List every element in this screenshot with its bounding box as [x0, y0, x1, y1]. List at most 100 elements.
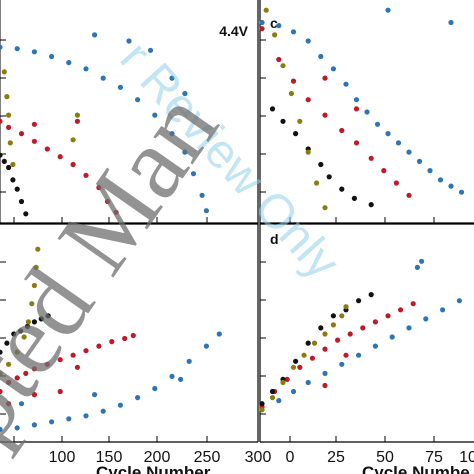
data-point	[381, 168, 387, 174]
data-point	[410, 301, 416, 307]
data-point	[0, 426, 3, 432]
x-tick-labels-bottom-right: 300 0 25 50 75 10	[245, 449, 474, 466]
data-point	[1, 158, 7, 164]
data-point	[288, 90, 294, 97]
data-point	[385, 313, 391, 319]
x-tick-label: 250	[194, 449, 221, 466]
data-point	[126, 38, 132, 44]
data-point	[18, 198, 25, 205]
data-point	[70, 137, 76, 143]
data-point	[23, 211, 29, 217]
data-point	[74, 112, 80, 118]
x-tick-label: 200	[144, 449, 171, 466]
panel-title: 4.4V	[219, 23, 248, 39]
x-axis-title-right: Cycle Numbe	[362, 463, 470, 474]
data-points	[0, 7, 465, 432]
data-point	[113, 209, 119, 215]
data-point	[322, 205, 328, 211]
data-point	[339, 186, 345, 192]
x-tick-label: 50	[376, 449, 394, 466]
data-point	[130, 332, 136, 339]
data-point	[33, 264, 39, 270]
data-point	[263, 7, 269, 13]
data-point	[423, 316, 429, 322]
data-point	[427, 168, 433, 174]
x-tick-label: 300	[245, 449, 272, 466]
data-point	[104, 198, 111, 205]
data-point	[190, 171, 197, 177]
data-point	[83, 66, 89, 72]
data-point	[6, 112, 12, 118]
data-point	[0, 349, 3, 355]
data-point	[31, 366, 37, 372]
data-point	[152, 385, 158, 392]
data-point	[259, 407, 265, 413]
data-point	[10, 177, 16, 183]
data-point	[45, 313, 51, 319]
data-point	[440, 307, 446, 313]
data-point	[339, 361, 345, 367]
data-point	[109, 339, 115, 345]
data-point	[38, 316, 44, 322]
data-point	[31, 282, 37, 289]
data-point	[11, 331, 17, 337]
data-point	[70, 352, 76, 358]
data-point	[57, 154, 63, 160]
data-point	[96, 343, 102, 349]
data-point	[122, 335, 128, 342]
data-point	[1, 69, 7, 75]
data-point	[290, 364, 297, 370]
data-point	[339, 313, 345, 319]
data-point	[374, 121, 381, 127]
data-point	[322, 331, 328, 337]
data-point	[178, 376, 184, 382]
x-tick-label: 0	[286, 449, 295, 466]
data-point	[29, 301, 35, 307]
tick-marks	[0, 39, 435, 442]
data-point	[100, 75, 106, 81]
data-point	[305, 38, 311, 44]
data-point	[276, 56, 282, 63]
data-point	[343, 352, 349, 358]
x-tick-label: 150	[96, 449, 123, 466]
data-point	[182, 149, 188, 155]
data-point	[18, 401, 25, 407]
data-point	[330, 313, 336, 319]
data-point	[0, 118, 3, 124]
data-point	[305, 379, 311, 386]
data-point	[0, 370, 3, 376]
data-point	[152, 112, 158, 118]
data-point	[280, 118, 286, 124]
data-point	[83, 413, 89, 419]
data-point	[448, 19, 454, 26]
data-point	[31, 138, 37, 144]
data-point	[360, 325, 366, 331]
x-tick-label: 100	[49, 449, 76, 466]
data-point	[4, 94, 10, 100]
data-point	[57, 388, 63, 395]
data-point	[322, 75, 328, 81]
data-point	[4, 340, 10, 346]
panel-label-d: d	[270, 231, 279, 247]
data-point	[276, 398, 282, 404]
data-point	[10, 161, 16, 168]
data-point	[14, 375, 20, 381]
data-point	[24, 323, 31, 329]
data-point	[398, 307, 404, 313]
data-point	[117, 402, 123, 408]
data-point	[0, 44, 3, 50]
data-point	[353, 106, 360, 112]
data-point	[135, 395, 141, 401]
data-point	[49, 419, 55, 425]
data-point	[203, 208, 209, 214]
x-tick-labels-bottom-left: 100 150 200 250	[49, 449, 221, 466]
x-tick-label: 10	[459, 449, 474, 466]
data-point	[182, 90, 188, 97]
data-point	[305, 340, 311, 346]
data-point	[339, 127, 345, 134]
data-point	[31, 319, 37, 325]
data-point	[385, 7, 391, 13]
data-point	[368, 155, 374, 161]
data-point	[356, 298, 362, 304]
